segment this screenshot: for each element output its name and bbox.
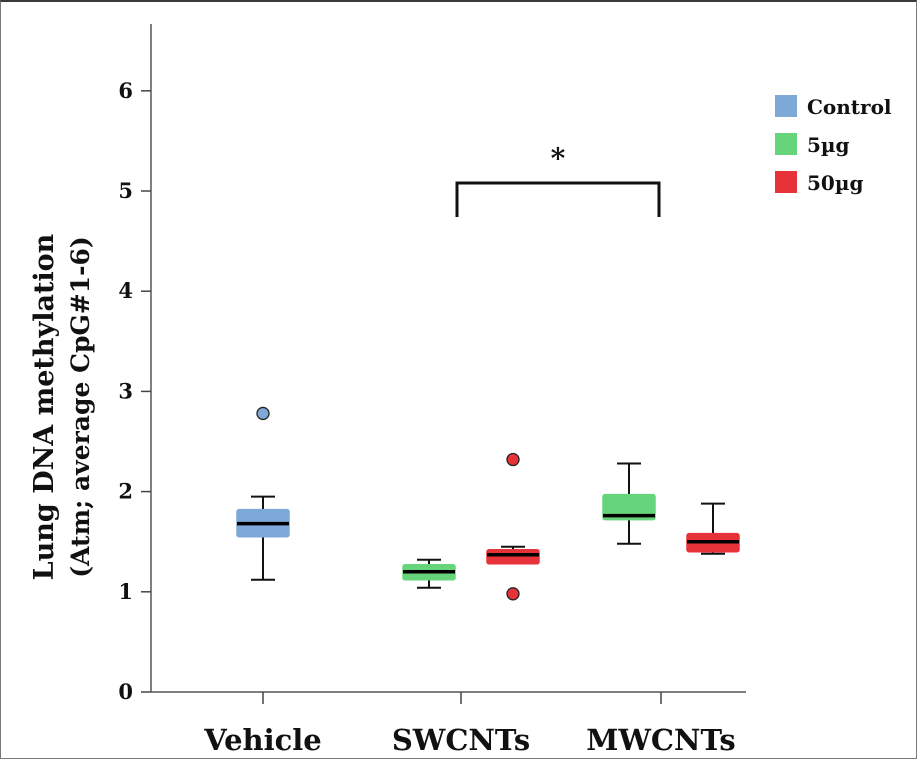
legend-swatch xyxy=(775,95,797,117)
bracket-line xyxy=(455,181,661,217)
outlier-point xyxy=(506,452,520,467)
box-mwcnts-5g xyxy=(602,462,656,545)
y-axis-label-line1: Lung DNA methylation xyxy=(29,233,60,580)
y-axis-label-line2: (Atm; average CpG#1-6) xyxy=(66,236,95,577)
y-tick-label: 2 xyxy=(118,479,133,504)
y-tick-label: 1 xyxy=(118,579,133,604)
x-tick-label: MWCNTs xyxy=(586,723,736,757)
box-vehicle-control xyxy=(236,406,290,581)
x-tick-label: SWCNTs xyxy=(392,723,530,757)
y-tick-label: 6 xyxy=(118,78,133,103)
y-tick-label: 5 xyxy=(118,178,133,203)
significance-bracket: * xyxy=(455,142,661,217)
axes: 0 1 2 3 4 5 6 Vehicle SWCNTs MWCNTs xyxy=(118,24,746,757)
legend-swatch xyxy=(775,133,797,155)
legend-swatch xyxy=(775,171,797,193)
boxes xyxy=(236,406,740,601)
legend-label: 50µg xyxy=(807,171,863,195)
significance-label: * xyxy=(551,142,566,175)
box-swcnts-5g xyxy=(402,558,456,589)
box-body xyxy=(486,548,540,565)
box-body xyxy=(602,493,656,521)
outlier-point xyxy=(256,406,270,421)
box-swcnts-50g xyxy=(486,452,540,601)
y-tick-label: 0 xyxy=(118,679,133,704)
legend-label: 5µg xyxy=(807,133,850,157)
legend-label: Control xyxy=(807,95,892,119)
y-tick-label: 4 xyxy=(118,278,133,303)
box-mwcnts-50g xyxy=(686,502,740,555)
y-tick-label: 3 xyxy=(118,378,133,403)
legend: Control 5µg 50µg xyxy=(775,95,892,195)
x-tick-label: Vehicle xyxy=(203,723,322,757)
outlier-point xyxy=(506,587,520,601)
